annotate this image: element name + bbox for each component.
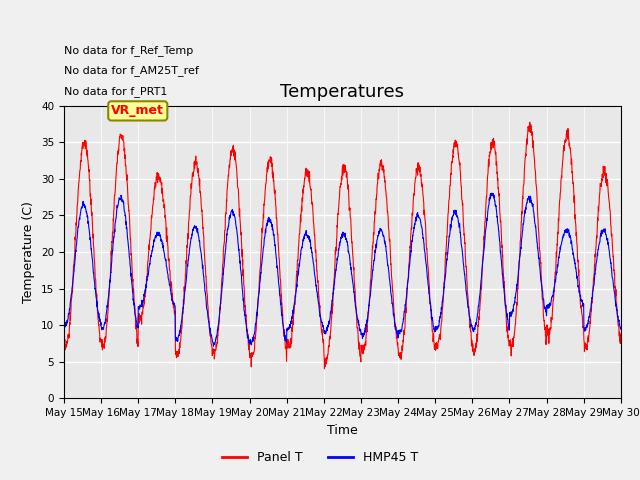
X-axis label: Time: Time (327, 424, 358, 437)
Text: VR_met: VR_met (111, 104, 164, 118)
Panel T (321, 366, 328, 372)
HMP45 T (584, 323, 591, 329)
Panel T (216, 319, 223, 325)
Panel T (617, 337, 625, 343)
Text: No data for f_Ref_Temp: No data for f_Ref_Temp (64, 45, 193, 56)
HMP45 T (209, 343, 217, 349)
Line: Panel T: Panel T (64, 122, 621, 369)
HMP45 T (617, 325, 625, 331)
Panel T (584, 338, 591, 344)
Panel T (359, 346, 367, 351)
HMP45 T (488, 190, 496, 196)
HMP45 T (216, 311, 223, 317)
Text: No data for f_AM25T_ref: No data for f_AM25T_ref (64, 65, 199, 76)
Legend: Panel T, HMP45 T: Panel T, HMP45 T (217, 446, 423, 469)
HMP45 T (505, 322, 513, 327)
Panel T (526, 120, 534, 125)
HMP45 T (60, 318, 68, 324)
Panel T (504, 338, 512, 344)
Text: No data for f_PRT1: No data for f_PRT1 (64, 86, 168, 97)
Y-axis label: Temperature (C): Temperature (C) (22, 201, 35, 303)
Panel T (60, 335, 68, 340)
HMP45 T (359, 334, 367, 340)
Panel T (568, 170, 576, 176)
Line: HMP45 T: HMP45 T (64, 193, 621, 346)
Title: Temperatures: Temperatures (280, 83, 404, 101)
Panel T (371, 211, 379, 217)
HMP45 T (568, 243, 576, 249)
HMP45 T (371, 252, 379, 257)
